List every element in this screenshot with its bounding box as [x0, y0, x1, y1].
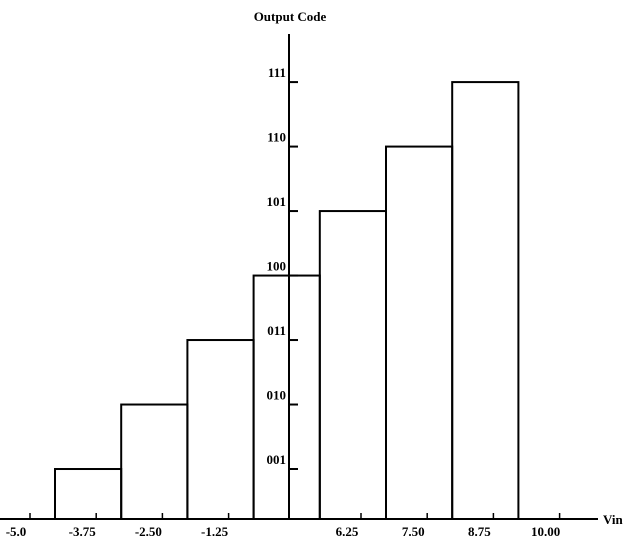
x-tick-label: -3.75 — [69, 524, 97, 539]
code-step — [254, 276, 320, 519]
code-step — [386, 147, 452, 519]
code-step — [187, 340, 253, 519]
y-tick-label: 100 — [267, 259, 287, 274]
x-tick-label: 6.25 — [336, 524, 359, 539]
y-axis-title: Output Code — [254, 9, 327, 24]
y-tick-label: 010 — [267, 388, 287, 403]
x-tick-label: 8.75 — [468, 524, 491, 539]
code-step — [121, 405, 187, 519]
x-axis-title: Vin — [603, 512, 624, 527]
x-tick-label: -1.25 — [201, 524, 229, 539]
code-step — [452, 82, 518, 519]
chart: Output Code Vin 001 010 011 100 101 110 111 -5.… — [0, 0, 627, 557]
code-step — [320, 211, 386, 519]
y-tick-label: 011 — [267, 323, 286, 338]
code-step — [55, 469, 121, 519]
y-tick-label: 001 — [267, 452, 287, 467]
y-tick-label: 111 — [268, 65, 286, 80]
x-tick-label: 7.50 — [402, 524, 425, 539]
y-tick-label: 101 — [267, 194, 287, 209]
x-tick-label: -5.0 — [6, 524, 27, 539]
x-tick-label: -2.50 — [135, 524, 162, 539]
x-tick-label: 10.00 — [531, 524, 560, 539]
y-tick-label: 110 — [267, 130, 286, 145]
